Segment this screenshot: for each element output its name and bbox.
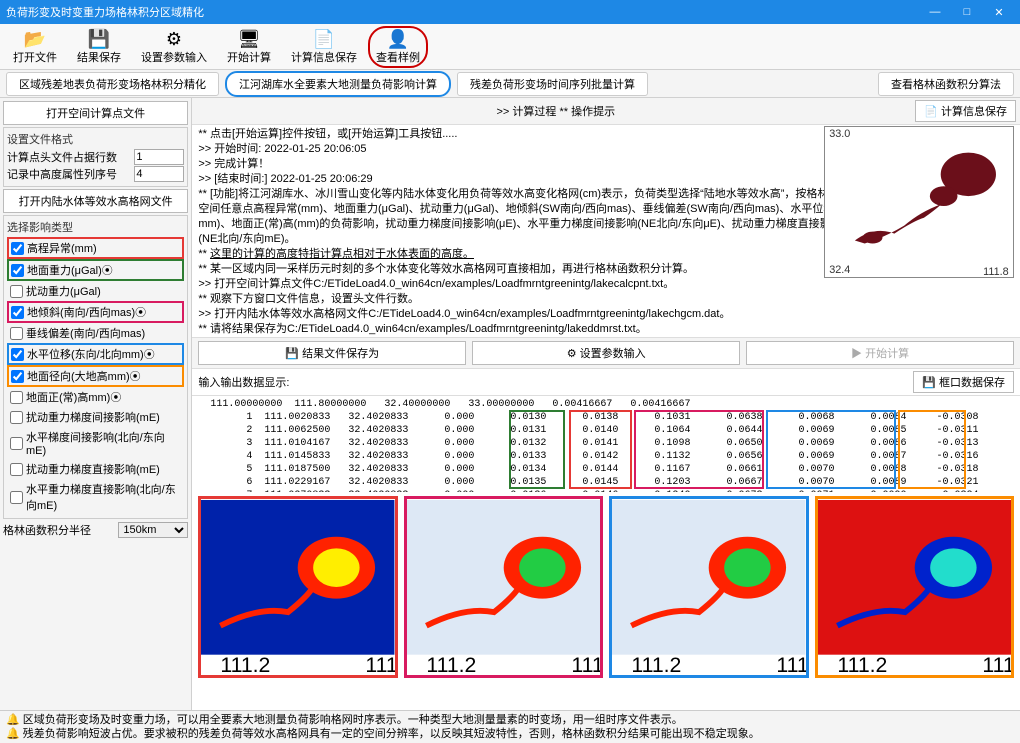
effect-checkbox-7[interactable]: 地面正(常)高mm)⦿ — [7, 387, 184, 407]
effect-checkbox-5[interactable]: 水平位移(东向/北向mm)⦿ — [7, 343, 184, 365]
effect-checkbox-8[interactable]: 扰动重力梯度间接影响(mE) — [7, 407, 184, 427]
svg-text:111.2: 111.2 — [221, 653, 271, 675]
toolbar-icon: 💾 — [88, 29, 110, 49]
data-table: 111.00000000 111.80000000 32.40000000 33… — [192, 396, 1020, 492]
header-rows-label: 计算点头文件占据行数 — [7, 149, 131, 165]
center-panel: >> 计算过程 ** 操作提示 📄 计算信息保存 ** 点击[开始运算]控件按钮… — [192, 98, 1020, 710]
toolbar-0[interactable]: 📂打开文件 — [4, 26, 66, 68]
svg-text:111.8: 111.8 — [983, 266, 1009, 277]
mid-button-2[interactable]: ▶ 开始计算 — [746, 341, 1014, 365]
toolbar-icon: ⚙ — [166, 29, 182, 49]
main-toolbar: 📂打开文件💾结果保存⚙设置参数输入🖥开始计算📄计算信息保存👤查看样例 — [0, 24, 1020, 70]
toolbar-2[interactable]: ⚙设置参数输入 — [132, 26, 216, 68]
open-spatial-button[interactable]: 打开空间计算点文件 — [3, 101, 188, 125]
effects-group: 选择影响类型 高程异常(mm)地面重力(μGal)⦿扰动重力(μGal)地倾斜(… — [3, 215, 188, 519]
effect-checkbox-6[interactable]: 地面径向(大地高mm)⦿ — [7, 365, 184, 387]
mid-button-0[interactable]: 💾 结果文件保存为 — [198, 341, 466, 365]
close-button[interactable]: ✕ — [984, 2, 1014, 22]
window-title: 负荷形变及时变重力场格林积分区域精化 — [6, 4, 204, 20]
height-col-label: 记录中高度属性列序号 — [7, 166, 131, 182]
status-bar: 🔔区域负荷形变场及时变重力场，可以用全要素大地测量负荷影响格网时序表示。一种类型… — [0, 710, 1020, 743]
tab-2[interactable]: 残差负荷形变场时间序列批量计算 — [457, 72, 648, 96]
radius-label: 格林函数积分半径 — [3, 522, 115, 538]
mid-button-1[interactable]: ⚙ 设置参数输入 — [472, 341, 740, 365]
map-preview: 33.0 32.4 111.8 — [824, 126, 1014, 278]
data-display-label: 输入输出数据显示: — [198, 374, 289, 390]
tab-0[interactable]: 区域残差地表负荷形变场格林积分精化 — [6, 72, 219, 96]
toolbar-1[interactable]: 💾结果保存 — [68, 26, 130, 68]
maximize-button[interactable]: □ — [952, 2, 982, 22]
svg-text:111.2: 111.2 — [426, 653, 476, 675]
save-framedata-button[interactable]: 💾 框口数据保存 — [913, 371, 1014, 393]
toolbar-icon: 📂 — [24, 29, 46, 49]
toolbar-5[interactable]: 👤查看样例 — [368, 26, 428, 68]
toolbar-4[interactable]: 📄计算信息保存 — [282, 26, 366, 68]
left-panel: 打开空间计算点文件 设置文件格式 计算点头文件占据行数 记录中高度属性列序号 打… — [0, 98, 192, 710]
tab-3[interactable]: 查看格林函数积分算法 — [878, 72, 1014, 96]
result-image-2: 111.2 111.6 — [609, 496, 808, 678]
effect-checkbox-0[interactable]: 高程异常(mm) — [7, 237, 184, 259]
svg-text:111.2: 111.2 — [632, 653, 682, 675]
file-settings-group: 设置文件格式 计算点头文件占据行数 记录中高度属性列序号 — [3, 127, 188, 187]
open-grid-button[interactable]: 打开内陆水体等效水高格网文件 — [3, 189, 188, 213]
tab-bar: 区域残差地表负荷形变场格林积分精化江河湖库水全要素大地测量负荷影响计算残差负荷形… — [0, 70, 1020, 98]
effect-checkbox-9[interactable]: 水平梯度间接影响(北向/东向mE) — [7, 427, 184, 459]
effect-checkbox-11[interactable]: 水平重力梯度直接影响(北向/东向mE) — [7, 479, 184, 515]
result-images-row: 111.2111.6 111.2111.6 111.2111.6 111.211… — [192, 492, 1020, 682]
svg-text:111.2: 111.2 — [837, 653, 887, 675]
svg-text:32.4: 32.4 — [829, 264, 850, 276]
action-button-row: 💾 结果文件保存为⚙ 设置参数输入▶ 开始计算 — [192, 337, 1020, 369]
svg-text:33.0: 33.0 — [829, 128, 850, 140]
toolbar-icon: 📄 — [313, 29, 335, 49]
effect-checkbox-1[interactable]: 地面重力(μGal)⦿ — [7, 259, 184, 281]
toolbar-3[interactable]: 🖥开始计算 — [218, 26, 280, 68]
height-col-input[interactable] — [134, 166, 184, 182]
header-rows-input[interactable] — [134, 149, 184, 165]
toolbar-icon: 👤 — [387, 29, 409, 49]
effect-checkbox-10[interactable]: 扰动重力梯度直接影响(mE) — [7, 459, 184, 479]
effect-checkbox-4[interactable]: 垂线偏差(南向/西向mas) — [7, 323, 184, 343]
tab-1[interactable]: 江河湖库水全要素大地测量负荷影响计算 — [225, 71, 451, 97]
result-image-0: 111.2 111.6 — [198, 496, 397, 678]
effect-checkbox-3[interactable]: 地倾斜(南向/西向mas)⦿ — [7, 301, 184, 323]
save-log-button[interactable]: 📄 计算信息保存 — [915, 100, 1016, 122]
titlebar: 负荷形变及时变重力场格林积分区域精化 — □ ✕ — [0, 0, 1020, 24]
result-image-1: 111.2 111.6 — [404, 496, 603, 678]
minimize-button[interactable]: — — [920, 2, 950, 22]
result-image-3: 111.2 111.6 — [815, 496, 1014, 678]
svg-text:111.6: 111.6 — [777, 653, 806, 675]
log-header: >> 计算过程 ** 操作提示 — [196, 103, 915, 119]
svg-text:111.6: 111.6 — [571, 653, 600, 675]
svg-text:111.6: 111.6 — [366, 653, 395, 675]
effect-checkbox-2[interactable]: 扰动重力(μGal) — [7, 281, 184, 301]
toolbar-icon: 🖥 — [238, 29, 261, 49]
svg-text:111.6: 111.6 — [982, 653, 1011, 675]
radius-select[interactable]: 150km — [118, 522, 188, 538]
